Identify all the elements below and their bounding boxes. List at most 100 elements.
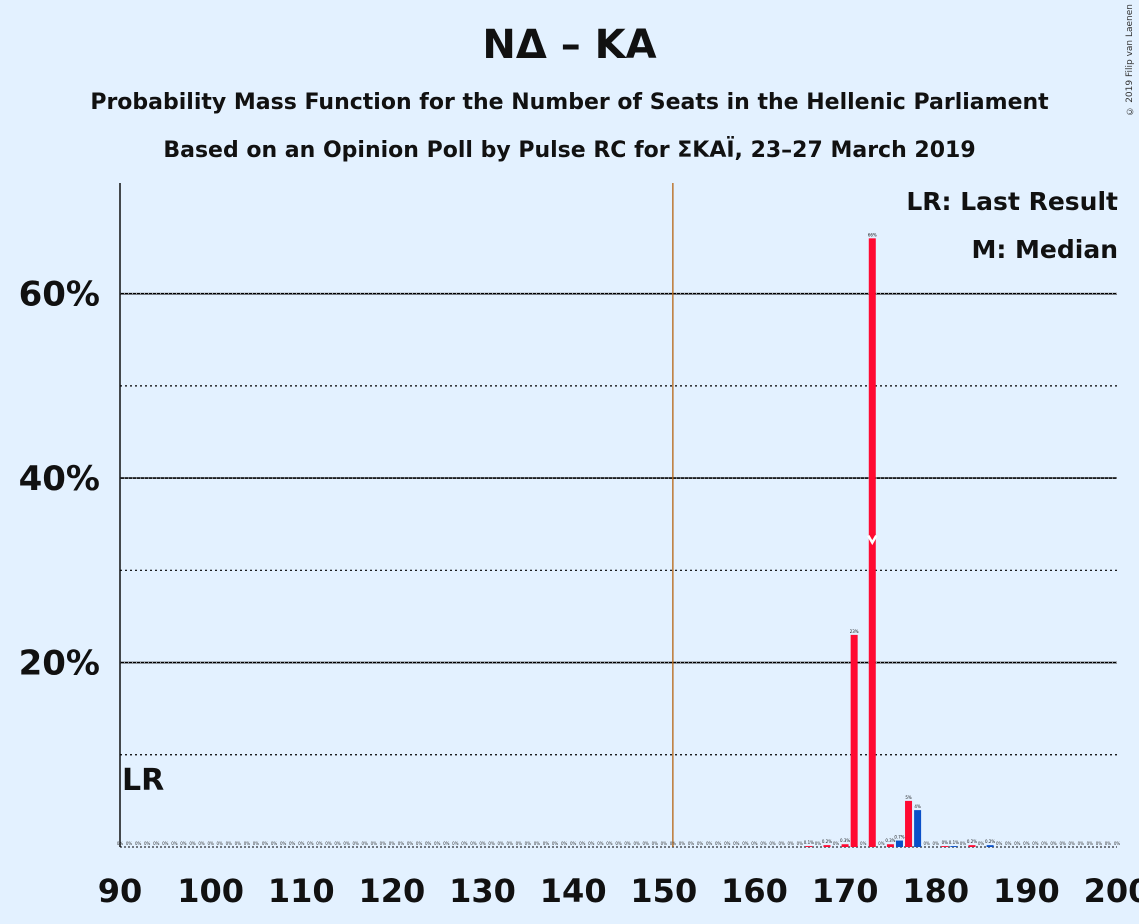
- red-bar: [841, 844, 849, 847]
- red-bar: [850, 634, 858, 847]
- blue-value-label: 0.2%: [985, 839, 995, 844]
- zero-value-label: 0%: [1069, 841, 1076, 846]
- zero-value-label: 0%: [316, 841, 323, 846]
- zero-value-label: 0%: [162, 841, 169, 846]
- chart-title: ΝΔ – ΚΑ: [482, 22, 657, 68]
- zero-value-label: 0%: [389, 841, 396, 846]
- zero-value-label: 0%: [588, 841, 595, 846]
- red-value-label: 0.3%: [885, 838, 895, 843]
- x-tick-label: 170: [812, 872, 879, 910]
- zero-value-label: 0%: [679, 841, 686, 846]
- zero-value-label: 0%: [1087, 841, 1094, 846]
- blue-bar: [914, 810, 922, 847]
- zero-value-label: 0%: [380, 841, 387, 846]
- red-value-label: 0%: [942, 840, 949, 845]
- zero-value-label: 0%: [670, 841, 677, 846]
- legend-last-result: LR: Last Result: [906, 187, 1118, 216]
- zero-value-label: 0%: [126, 841, 133, 846]
- zero-value-label: 0%: [688, 841, 695, 846]
- x-tick-label: 160: [721, 872, 788, 910]
- zero-value-label: 0%: [488, 841, 495, 846]
- blue-bar: [986, 845, 994, 847]
- zero-value-label: 0%: [543, 841, 550, 846]
- zero-value-label: 0%: [1014, 841, 1021, 846]
- zero-value-label: 0%: [1078, 841, 1085, 846]
- zero-value-label: 0%: [235, 841, 242, 846]
- blue-value-label: 4%: [914, 804, 921, 809]
- zero-value-label: 0%: [788, 841, 795, 846]
- zero-value-label: 0%: [778, 841, 785, 846]
- median-marker: [867, 535, 878, 546]
- legend-median: M: Median: [971, 235, 1118, 264]
- zero-value-label: 0%: [534, 841, 541, 846]
- red-bar: [968, 845, 976, 847]
- x-tick-label: 150: [630, 872, 697, 910]
- x-tick-label: 180: [902, 872, 969, 910]
- zero-value-label: 0%: [325, 841, 332, 846]
- zero-value-label: 0%: [352, 841, 359, 846]
- zero-value-label: 0%: [135, 841, 142, 846]
- x-tick-label: 90: [98, 872, 143, 910]
- red-bar: [905, 800, 913, 847]
- zero-value-label: 0%: [933, 841, 940, 846]
- zero-value-label: 0%: [570, 841, 577, 846]
- zero-value-label: 0%: [706, 841, 713, 846]
- red-bar: [886, 844, 894, 847]
- zero-value-label: 0%: [561, 841, 568, 846]
- zero-value-label: 0%: [217, 841, 224, 846]
- zero-value-label: 0%: [769, 841, 776, 846]
- zero-value-label: 0%: [1041, 841, 1048, 846]
- zero-value-label: 0%: [815, 841, 822, 846]
- zero-value-label: 0%: [307, 841, 314, 846]
- zero-value-label: 0%: [860, 841, 867, 846]
- zero-value-label: 0%: [416, 841, 423, 846]
- zero-value-label: 0%: [343, 841, 350, 846]
- zero-value-label: 0%: [760, 841, 767, 846]
- red-value-label: 0.2%: [822, 839, 832, 844]
- zero-value-label: 0%: [244, 841, 251, 846]
- zero-value-label: 0%: [479, 841, 486, 846]
- zero-value-label: 0%: [661, 841, 668, 846]
- zero-value-label: 0%: [497, 841, 504, 846]
- x-tick-label: 100: [177, 872, 244, 910]
- zero-value-label: 0%: [144, 841, 151, 846]
- blue-bar: [950, 846, 958, 847]
- red-bar: [823, 845, 831, 847]
- red-value-label: 5%: [905, 795, 912, 800]
- zero-value-label: 0%: [207, 841, 214, 846]
- red-value-label: 0.3%: [840, 838, 850, 843]
- red-value-label: 23%: [850, 629, 859, 634]
- zero-value-label: 0%: [289, 841, 296, 846]
- x-tick-label: 110: [268, 872, 335, 910]
- zero-value-label: 0%: [697, 841, 704, 846]
- zero-value-label: 0%: [198, 841, 205, 846]
- zero-value-label: 0%: [189, 841, 196, 846]
- x-tick-label: 130: [449, 872, 516, 910]
- zero-value-label: 0%: [615, 841, 622, 846]
- chart-subtitle-1: Probability Mass Function for the Number…: [90, 90, 1049, 115]
- blue-bar: [895, 840, 903, 847]
- zero-value-label: 0%: [226, 841, 233, 846]
- zero-value-label: 0%: [606, 841, 613, 846]
- zero-value-label: 0%: [733, 841, 740, 846]
- zero-value-label: 0%: [271, 841, 278, 846]
- x-tick-label: 200: [1084, 872, 1139, 910]
- zero-value-label: 0%: [624, 841, 631, 846]
- zero-value-label: 0%: [960, 841, 967, 846]
- zero-value-label: 0%: [516, 841, 523, 846]
- zero-value-label: 0%: [797, 841, 804, 846]
- blue-value-label: 0.7%: [894, 835, 904, 840]
- zero-value-label: 0%: [117, 841, 124, 846]
- zero-value-label: 0%: [751, 841, 758, 846]
- red-bar: [941, 846, 949, 847]
- zero-value-label: 0%: [652, 841, 659, 846]
- zero-value-label: 0%: [461, 841, 468, 846]
- zero-value-label: 0%: [253, 841, 260, 846]
- zero-value-label: 0%: [742, 841, 749, 846]
- zero-value-label: 0%: [1096, 841, 1103, 846]
- zero-value-label: 0%: [1005, 841, 1012, 846]
- zero-value-label: 0%: [715, 841, 722, 846]
- zero-value-label: 0%: [443, 841, 450, 846]
- zero-value-label: 0%: [371, 841, 378, 846]
